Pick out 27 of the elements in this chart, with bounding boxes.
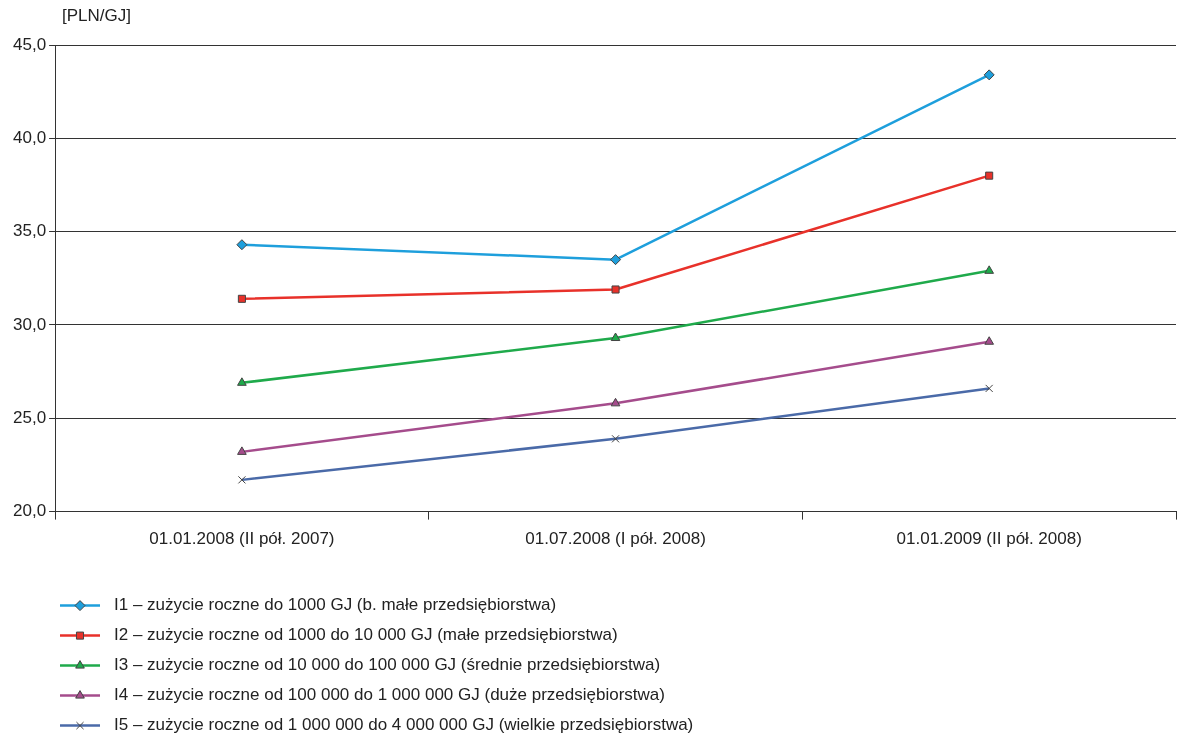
x-tick-label: 01.07.2008 (I pół. 2008) bbox=[525, 529, 706, 549]
point bbox=[984, 336, 995, 345]
legend-label: I2 – zużycie roczne od 1000 do 10 000 GJ (małe przedsiębiorstwa) bbox=[114, 625, 618, 645]
point bbox=[984, 265, 995, 274]
point bbox=[237, 446, 247, 455]
y-tick-label: 35,0 bbox=[12, 221, 47, 241]
point bbox=[610, 332, 621, 342]
point bbox=[611, 285, 620, 294]
point bbox=[237, 377, 247, 386]
y-axis-title: [PLN/GJ] bbox=[62, 6, 131, 26]
y-tick-label: 40,0 bbox=[12, 128, 47, 148]
point bbox=[236, 239, 248, 251]
y-tick-label: 45,0 bbox=[12, 34, 47, 54]
x-tick-label: 01.01.2009 (II pół. 2008) bbox=[896, 529, 1082, 549]
point bbox=[610, 397, 621, 407]
x-tick-label: 01.01.2008 (II pół. 2007) bbox=[149, 529, 335, 549]
point bbox=[237, 294, 246, 303]
point bbox=[985, 171, 994, 180]
point bbox=[610, 254, 622, 266]
point bbox=[983, 69, 995, 81]
legend-label: I3 – zużycie roczne od 10 000 do 100 000 GJ (średnie przedsiębiorstwa) bbox=[114, 655, 661, 675]
y-tick-label: 30,0 bbox=[12, 314, 47, 334]
legend-label: I4 – zużycie roczne od 100 000 do 1 000 000 GJ (duże przedsiębiorstwa) bbox=[114, 685, 665, 705]
y-tick-label: 20,0 bbox=[12, 501, 47, 521]
legend-label: I5 – zużycie roczne od 1 000 000 do 4 000 000 GJ (wielkie przedsiębiorstwa) bbox=[114, 715, 694, 734]
y-tick-label: 25,0 bbox=[12, 407, 47, 427]
legend-label: I1 – zużycie roczne do 1000 GJ (b. małe przedsiębiorstwa) bbox=[114, 595, 557, 615]
